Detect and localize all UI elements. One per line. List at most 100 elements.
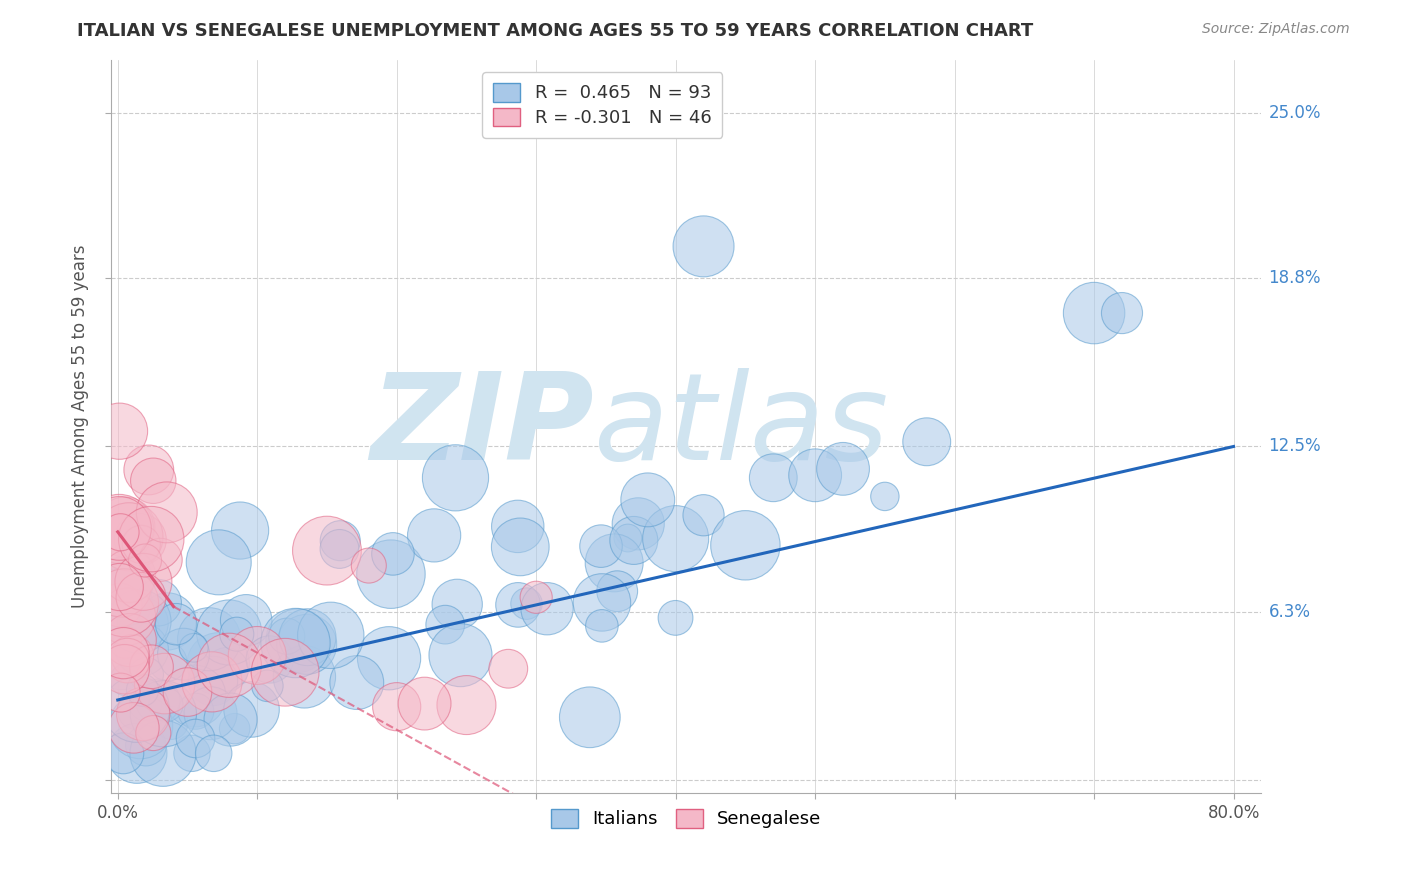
Point (176, 685, 198, 699)
Point (149, 553, 172, 567)
Point (434, 617, 457, 632)
Point (623, 533, 645, 548)
Point (346, 675, 368, 690)
Point (125, 747, 148, 761)
Y-axis label: Unemployment Among Ages 55 to 59 years: Unemployment Among Ages 55 to 59 years (72, 244, 89, 608)
Point (134, 698, 156, 712)
Point (413, 697, 436, 711)
Point (292, 670, 315, 684)
Point (108, 522, 131, 536)
Point (873, 490, 896, 504)
Point (122, 721, 145, 735)
Point (181, 747, 204, 761)
Point (184, 704, 207, 718)
Point (201, 674, 224, 689)
Text: Source: ZipAtlas.com: Source: ZipAtlas.com (1202, 22, 1350, 37)
Point (115, 673, 138, 687)
Point (128, 622, 150, 636)
Point (240, 702, 263, 716)
Point (118, 569, 141, 583)
Point (146, 596, 169, 610)
Point (284, 636, 307, 650)
Point (184, 731, 207, 746)
Point (515, 597, 537, 611)
Point (114, 520, 136, 534)
Point (1111, 306, 1133, 320)
Point (156, 655, 179, 669)
Point (295, 637, 318, 651)
Point (138, 463, 160, 477)
Text: 6.3%: 6.3% (1268, 603, 1310, 621)
Point (915, 434, 938, 449)
Point (114, 635, 136, 649)
Point (380, 567, 402, 582)
Point (129, 591, 152, 605)
Point (128, 615, 150, 629)
Point (603, 556, 626, 570)
Point (146, 694, 169, 708)
Point (316, 543, 339, 558)
Point (832, 462, 855, 476)
Point (110, 580, 132, 594)
Point (207, 657, 229, 671)
Point (142, 474, 165, 488)
Point (110, 653, 132, 667)
Point (156, 505, 179, 519)
Point (219, 713, 242, 727)
Point (591, 595, 613, 609)
Point (208, 555, 231, 569)
Point (132, 616, 155, 631)
Point (606, 584, 628, 599)
Point (734, 538, 756, 552)
Point (444, 471, 467, 485)
Point (125, 702, 148, 716)
Point (259, 652, 281, 666)
Point (153, 676, 176, 690)
Point (536, 601, 558, 615)
Point (506, 598, 529, 612)
Point (134, 553, 156, 567)
Point (135, 667, 157, 681)
Text: 18.8%: 18.8% (1268, 269, 1322, 287)
Point (132, 574, 155, 589)
Point (456, 698, 478, 712)
Point (446, 598, 468, 612)
Point (152, 706, 174, 721)
Point (124, 705, 146, 719)
Point (450, 648, 472, 662)
Point (591, 619, 613, 633)
Point (664, 611, 686, 625)
Point (524, 591, 547, 605)
Point (378, 651, 401, 665)
Point (201, 673, 224, 688)
Point (112, 646, 135, 660)
Point (202, 747, 225, 761)
Point (357, 558, 380, 573)
Point (118, 633, 141, 648)
Point (131, 642, 153, 657)
Point (579, 710, 602, 724)
Point (692, 239, 714, 253)
Point (165, 617, 187, 632)
Point (506, 519, 529, 533)
Point (156, 615, 179, 629)
Point (274, 665, 297, 680)
Point (117, 654, 139, 668)
Point (108, 598, 131, 612)
Point (141, 532, 163, 546)
Point (108, 594, 131, 608)
Point (218, 625, 240, 640)
Point (637, 492, 659, 507)
Point (218, 658, 240, 673)
Point (112, 747, 135, 761)
Point (155, 698, 177, 712)
Point (297, 630, 319, 644)
Point (115, 609, 138, 624)
Point (132, 706, 155, 721)
Point (381, 547, 404, 561)
Point (129, 720, 152, 734)
Point (108, 521, 131, 535)
Point (509, 540, 531, 554)
Point (215, 662, 238, 676)
Point (1083, 306, 1105, 320)
